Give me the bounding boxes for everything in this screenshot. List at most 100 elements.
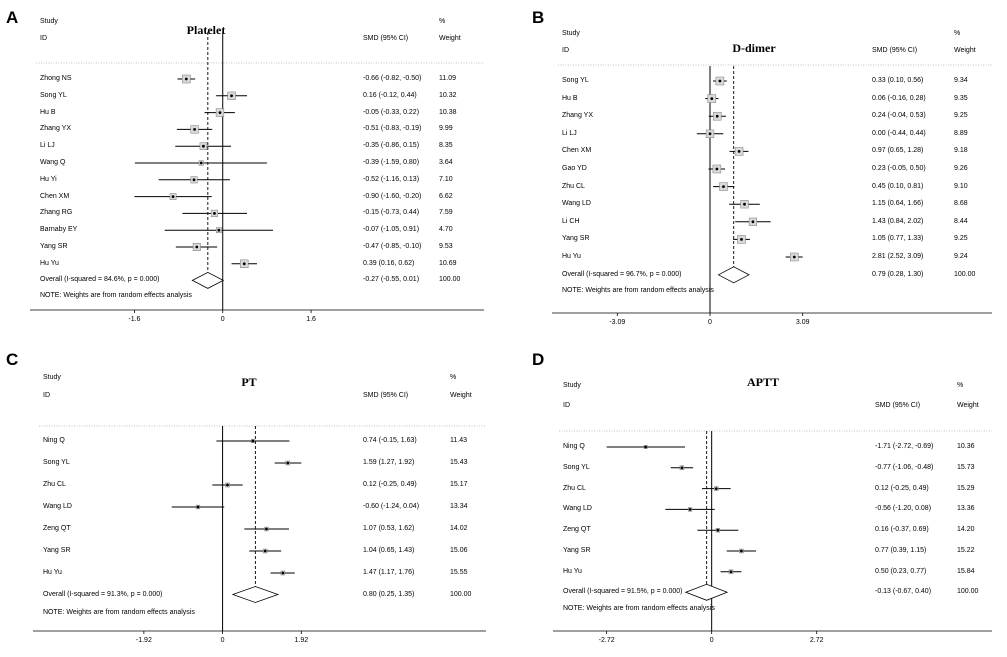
point-estimate [193, 128, 196, 131]
study-name: Hu Yi [40, 175, 57, 183]
point-estimate [196, 505, 200, 509]
study-ci: 1.43 (0.84, 2.02) [872, 217, 924, 225]
x-tick-label: 1.92 [294, 637, 309, 644]
point-estimate [718, 79, 722, 83]
study-weight: 9.25 [954, 112, 968, 120]
header-weight: Weight [957, 402, 979, 409]
study-ci: 0.39 (0.16, 0.62) [363, 259, 415, 267]
study-name: Zhong NS [40, 75, 72, 82]
chart-title: Platelet [186, 23, 226, 37]
point-estimate [710, 97, 714, 100]
point-estimate [230, 94, 233, 98]
study-name: Song YL [563, 463, 590, 471]
point-estimate [715, 167, 719, 171]
point-estimate [688, 508, 692, 511]
x-tick-label: 0 [709, 637, 714, 644]
weights-note: NOTE: Weights are from random effects an… [40, 292, 192, 300]
study-name: Chen XM [40, 192, 70, 200]
overall-label: Overall (I-squared = 96.7%, p = 0.000) [562, 270, 682, 278]
study-weight: 7.59 [439, 209, 453, 217]
study-ci: 1.07 (0.53, 1.62) [363, 525, 415, 532]
study-name: Wang LD [562, 200, 591, 208]
study-name: Wang LD [43, 503, 72, 510]
header-percent: % [954, 30, 961, 37]
study-name: Zhang RG [40, 209, 73, 217]
chart-title: D-dimer [732, 41, 776, 55]
point-estimate [737, 150, 741, 153]
study-ci: -0.15 (-0.73, 0.44) [363, 209, 420, 217]
overall-weight: 100.00 [954, 270, 976, 278]
header-percent: % [450, 374, 457, 381]
x-tick-label: 2.72 [809, 637, 824, 644]
overall-label: Overall (I-squared = 84.6%, p = 0.000) [40, 276, 160, 284]
study-weight: 10.69 [439, 259, 457, 267]
study-weight: 9.10 [954, 182, 968, 190]
study-weight: 7.10 [439, 175, 453, 183]
study-name: Hu B [40, 108, 56, 116]
panel-label: C [6, 350, 19, 369]
study-weight: 9.99 [439, 125, 453, 133]
study-name: Li CH [562, 217, 580, 225]
study-ci: 0.33 (0.10, 0.56) [872, 77, 924, 84]
point-estimate [251, 439, 255, 443]
point-estimate [199, 161, 203, 165]
study-ci: -0.05 (-0.33, 0.22) [363, 108, 420, 116]
point-estimate [226, 483, 229, 487]
study-ci: 0.16 (-0.37, 0.69) [875, 526, 929, 534]
point-estimate [213, 212, 216, 215]
study-weight: 10.36 [957, 443, 975, 450]
study-name: Zeng QT [43, 525, 71, 532]
study-ci: 0.16 (-0.12, 0.44) [363, 91, 417, 99]
x-tick-label: 0 [708, 319, 712, 326]
header-id: ID [40, 35, 47, 42]
study-weight: 9.35 [954, 94, 968, 102]
study-weight: 9.18 [954, 147, 968, 155]
point-estimate [722, 185, 725, 189]
overall-weight: 100.00 [450, 590, 472, 598]
study-ci: -0.66 (-0.82, -0.50) [363, 75, 422, 82]
study-weight: 9.34 [954, 77, 968, 84]
study-weight: 4.70 [439, 226, 453, 234]
overall-ci: -0.27 (-0.55, 0.01) [363, 276, 420, 284]
overall-ci: 0.80 (0.25, 1.35) [363, 590, 415, 598]
chart-title: PT [241, 375, 257, 389]
point-estimate [202, 144, 205, 148]
study-ci: 0.23 (-0.05, 0.50) [872, 165, 926, 172]
overall-label: Overall (I-squared = 91.3%, p = 0.000) [43, 590, 163, 598]
study-ci: -1.71 (-2.72, -0.69) [875, 443, 934, 450]
point-estimate [751, 220, 755, 224]
header-smd: SMD (95% CI) [363, 35, 409, 42]
header-weight: Weight [450, 392, 472, 399]
study-weight: 10.38 [439, 108, 457, 116]
study-name: Zhang YX [40, 125, 72, 133]
study-weight: 8.89 [954, 129, 968, 137]
point-estimate [715, 114, 719, 118]
study-ci: 1.04 (0.65, 1.43) [363, 547, 415, 554]
point-estimate [242, 262, 246, 266]
forest-svg [552, 64, 992, 316]
study-name: Song YL [40, 91, 67, 99]
header-id: ID [562, 47, 569, 54]
point-estimate [263, 549, 267, 553]
overall-weight: 100.00 [957, 588, 979, 596]
study-name: Li LJ [562, 129, 577, 137]
header-percent: % [439, 18, 446, 25]
study-weight: 13.34 [450, 503, 468, 510]
study-ci: 0.77 (0.39, 1.15) [875, 547, 927, 554]
study-weight: 9.26 [954, 165, 968, 172]
point-estimate [184, 77, 188, 81]
forest-plot-aptt: D APTT Study ID SMD (95% CI) % Weight Ni… [532, 350, 1002, 655]
header-study: Study [563, 382, 581, 389]
study-weight: 15.17 [450, 481, 468, 488]
study-weight: 15.29 [957, 484, 975, 492]
point-estimate [192, 178, 196, 182]
study-weight: 3.64 [439, 159, 453, 166]
study-weight: 11.43 [450, 437, 467, 444]
study-weight: 9.24 [954, 253, 968, 260]
overall-diamond [717, 266, 750, 284]
overall-diamond [231, 586, 280, 603]
point-estimate [740, 549, 743, 553]
study-ci: -0.60 (-1.24, 0.04) [363, 503, 420, 510]
point-estimate [740, 238, 743, 241]
study-ci: 1.47 (1.17, 1.76) [363, 569, 415, 576]
